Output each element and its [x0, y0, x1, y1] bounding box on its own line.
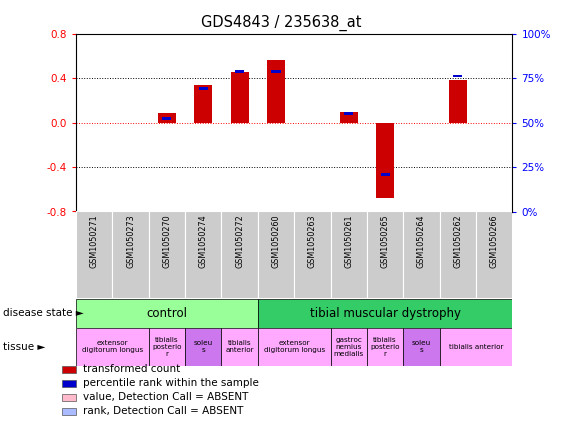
- Text: tissue ►: tissue ►: [3, 342, 45, 352]
- Text: extensor
digitorum longus: extensor digitorum longus: [263, 341, 325, 353]
- Text: GSM1050263: GSM1050263: [308, 214, 317, 268]
- Bar: [149, 212, 185, 298]
- Text: gastroc
nemius
medialis: gastroc nemius medialis: [334, 337, 364, 357]
- Bar: [113, 212, 149, 298]
- Bar: [76, 212, 113, 298]
- Bar: [330, 328, 367, 366]
- Text: value, Detection Call = ABSENT: value, Detection Call = ABSENT: [83, 392, 248, 402]
- Bar: [267, 60, 285, 123]
- Bar: [235, 70, 244, 73]
- Bar: [221, 328, 258, 366]
- Bar: [76, 328, 149, 366]
- Bar: [258, 212, 294, 298]
- Bar: [185, 212, 221, 298]
- Bar: [271, 70, 280, 73]
- Text: GSM1050264: GSM1050264: [417, 214, 426, 268]
- Text: GSM1050273: GSM1050273: [126, 214, 135, 268]
- Text: GSM1050262: GSM1050262: [453, 214, 462, 268]
- Text: GSM1050272: GSM1050272: [235, 214, 244, 268]
- Bar: [440, 328, 512, 366]
- Bar: [162, 117, 172, 120]
- Bar: [62, 394, 76, 401]
- Bar: [339, 112, 358, 123]
- Bar: [367, 328, 403, 366]
- Text: rank, Detection Call = ABSENT: rank, Detection Call = ABSENT: [83, 407, 243, 416]
- Bar: [403, 212, 440, 298]
- Bar: [367, 212, 403, 298]
- Bar: [76, 299, 258, 328]
- Text: GSM1050266: GSM1050266: [490, 214, 499, 268]
- Bar: [476, 212, 512, 298]
- Text: tibialis
anterior: tibialis anterior: [225, 341, 254, 353]
- Bar: [62, 366, 76, 373]
- Text: GSM1050271: GSM1050271: [90, 214, 99, 268]
- Bar: [194, 85, 212, 123]
- Text: GSM1050265: GSM1050265: [381, 214, 390, 268]
- Text: tibialis
posterio
r: tibialis posterio r: [152, 337, 182, 357]
- Bar: [258, 299, 512, 328]
- Text: control: control: [146, 307, 187, 320]
- Bar: [376, 123, 394, 198]
- Text: tibialis
posterio
r: tibialis posterio r: [370, 337, 400, 357]
- Text: soleu
s: soleu s: [412, 341, 431, 353]
- Text: extensor
digitorum longus: extensor digitorum longus: [82, 341, 143, 353]
- Bar: [453, 74, 462, 77]
- Text: soleu
s: soleu s: [194, 341, 213, 353]
- Text: GSM1050261: GSM1050261: [344, 214, 353, 268]
- Text: percentile rank within the sample: percentile rank within the sample: [83, 378, 258, 388]
- Text: disease state ►: disease state ►: [3, 308, 83, 319]
- Text: GSM1050260: GSM1050260: [271, 214, 280, 268]
- Bar: [294, 212, 330, 298]
- Bar: [449, 80, 467, 123]
- Text: GSM1050270: GSM1050270: [162, 214, 171, 268]
- Bar: [230, 71, 249, 123]
- Text: tibial muscular dystrophy: tibial muscular dystrophy: [310, 307, 461, 320]
- Text: tibialis anterior: tibialis anterior: [449, 344, 503, 350]
- Text: GDS4843 / 235638_at: GDS4843 / 235638_at: [201, 15, 362, 31]
- Bar: [344, 113, 353, 115]
- Bar: [62, 408, 76, 415]
- Text: transformed count: transformed count: [83, 364, 180, 374]
- Bar: [330, 212, 367, 298]
- Bar: [149, 328, 185, 366]
- Bar: [62, 380, 76, 387]
- Bar: [440, 212, 476, 298]
- Text: GSM1050274: GSM1050274: [199, 214, 208, 268]
- Bar: [221, 212, 258, 298]
- Bar: [258, 328, 330, 366]
- Bar: [381, 173, 390, 176]
- Bar: [403, 328, 440, 366]
- Bar: [158, 113, 176, 123]
- Bar: [199, 87, 208, 90]
- Bar: [185, 328, 221, 366]
